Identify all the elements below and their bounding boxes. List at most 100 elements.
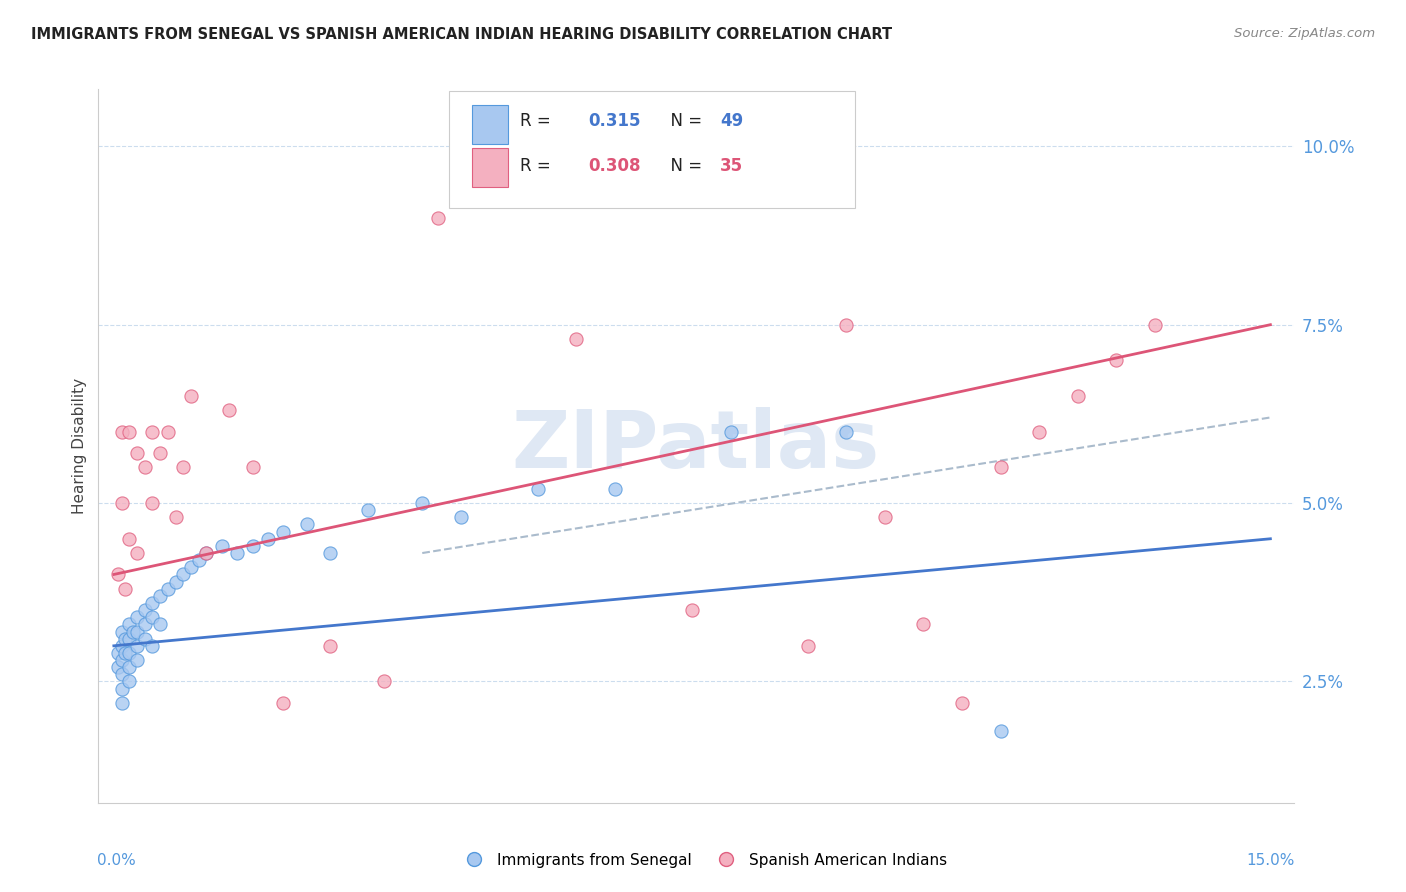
Point <box>141 639 163 653</box>
Point <box>118 532 141 546</box>
Text: R =: R = <box>520 112 561 129</box>
Point <box>1066 389 1088 403</box>
Text: ZIPatlas: ZIPatlas <box>512 407 880 485</box>
Legend: Immigrants from Senegal, Spanish American Indians: Immigrants from Senegal, Spanish America… <box>453 847 953 873</box>
Point <box>125 610 148 624</box>
Point <box>912 617 935 632</box>
Point <box>149 589 172 603</box>
Point <box>835 425 858 439</box>
Point <box>110 696 132 710</box>
Point <box>141 496 163 510</box>
Point <box>118 660 141 674</box>
Point <box>107 646 129 660</box>
Point <box>149 446 172 460</box>
Point <box>187 553 209 567</box>
Y-axis label: Hearing Disability: Hearing Disability <box>72 378 87 514</box>
Point <box>273 524 295 539</box>
Point <box>156 425 179 439</box>
Point <box>226 546 249 560</box>
Point <box>172 460 194 475</box>
Point <box>1105 353 1128 368</box>
Point <box>357 503 380 517</box>
Bar <box>472 105 509 145</box>
Point <box>134 460 156 475</box>
Point <box>156 582 179 596</box>
Text: 15.0%: 15.0% <box>1246 853 1295 868</box>
Point <box>125 639 148 653</box>
Point <box>373 674 395 689</box>
Point <box>603 482 626 496</box>
Point <box>141 596 163 610</box>
Point <box>114 632 136 646</box>
Point <box>720 425 742 439</box>
Point <box>118 425 141 439</box>
Point <box>450 510 472 524</box>
Point <box>1028 425 1050 439</box>
Point <box>110 667 132 681</box>
Text: IMMIGRANTS FROM SENEGAL VS SPANISH AMERICAN INDIAN HEARING DISABILITY CORRELATIO: IMMIGRANTS FROM SENEGAL VS SPANISH AMERI… <box>31 27 891 42</box>
Point <box>110 639 132 653</box>
Point <box>195 546 218 560</box>
FancyBboxPatch shape <box>449 91 855 209</box>
Point <box>125 546 148 560</box>
Point <box>134 632 156 646</box>
Text: 0.0%: 0.0% <box>97 853 136 868</box>
Text: 35: 35 <box>720 157 742 175</box>
Point <box>107 567 129 582</box>
Point <box>873 510 896 524</box>
Point <box>1143 318 1166 332</box>
Point <box>125 446 148 460</box>
Point <box>149 617 172 632</box>
Point <box>319 639 342 653</box>
Text: 0.315: 0.315 <box>589 112 641 129</box>
Text: 49: 49 <box>720 112 744 129</box>
Point <box>134 603 156 617</box>
Point <box>141 425 163 439</box>
Bar <box>472 148 509 187</box>
Point <box>110 681 132 696</box>
Point <box>950 696 973 710</box>
Point <box>114 646 136 660</box>
Point <box>565 332 588 346</box>
Point <box>118 674 141 689</box>
Point <box>172 567 194 582</box>
Point <box>118 646 141 660</box>
Text: N =: N = <box>661 112 707 129</box>
Point <box>319 546 342 560</box>
Point <box>527 482 550 496</box>
Point <box>107 660 129 674</box>
Point <box>411 496 433 510</box>
Point <box>134 617 156 632</box>
Point <box>165 510 187 524</box>
Point <box>835 318 858 332</box>
Point <box>990 724 1012 739</box>
Point <box>114 582 136 596</box>
Point <box>242 539 264 553</box>
Point <box>110 653 132 667</box>
Point <box>990 460 1012 475</box>
Point <box>273 696 295 710</box>
Point <box>125 653 148 667</box>
Text: Source: ZipAtlas.com: Source: ZipAtlas.com <box>1234 27 1375 40</box>
Point <box>110 425 132 439</box>
Point <box>122 624 145 639</box>
Point <box>295 517 318 532</box>
Point <box>195 546 218 560</box>
Text: N =: N = <box>661 157 707 175</box>
Point <box>426 211 449 225</box>
Point <box>242 460 264 475</box>
Point <box>211 539 233 553</box>
Point <box>180 389 202 403</box>
Point <box>218 403 240 417</box>
Text: R =: R = <box>520 157 561 175</box>
Point <box>797 639 820 653</box>
Point <box>110 624 132 639</box>
Point <box>180 560 202 574</box>
Point <box>165 574 187 589</box>
Point <box>118 632 141 646</box>
Text: 0.308: 0.308 <box>589 157 641 175</box>
Point <box>257 532 280 546</box>
Point <box>125 624 148 639</box>
Point <box>681 603 703 617</box>
Point <box>118 617 141 632</box>
